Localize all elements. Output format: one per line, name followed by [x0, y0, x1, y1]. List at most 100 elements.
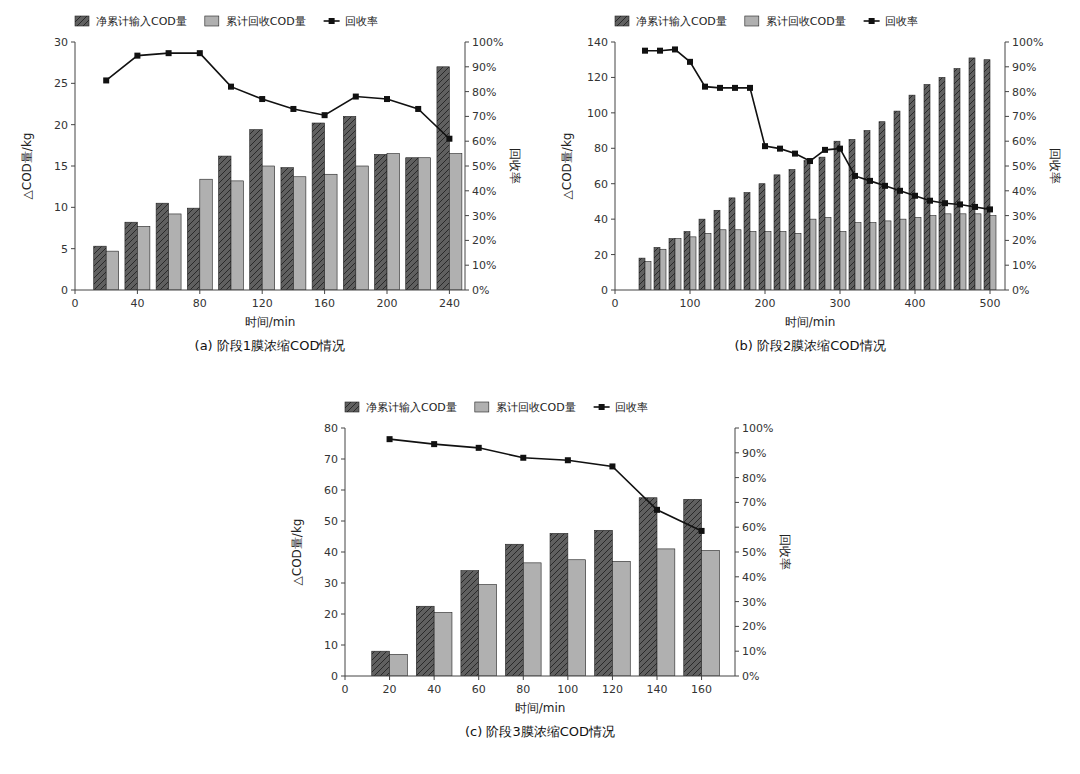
bar [156, 203, 168, 290]
line-marker [134, 53, 140, 59]
y2-tick-label: 70% [742, 496, 766, 509]
y-tick [341, 490, 345, 491]
plot-area [94, 50, 462, 290]
line [645, 49, 990, 209]
line-marker [387, 436, 393, 442]
x-tick [434, 676, 435, 680]
bar [795, 233, 801, 290]
bar [924, 85, 930, 290]
y-tick-label: 80 [324, 422, 338, 435]
line-marker [699, 528, 705, 534]
x-tick [345, 676, 346, 680]
x-tick-label: 100 [557, 683, 578, 696]
y-tick-label: 30 [54, 36, 68, 49]
bar [262, 166, 274, 290]
legend-item: 回收率 [324, 15, 378, 28]
line-series [642, 46, 993, 212]
y-tick-label: 120 [587, 71, 608, 84]
line-marker [942, 200, 948, 206]
bar [461, 571, 479, 676]
legend-swatch [475, 402, 489, 412]
line-marker [609, 463, 615, 469]
line-marker [972, 204, 978, 210]
y2-tick-label: 100% [742, 422, 773, 435]
y-tick-label: 15 [54, 160, 68, 173]
y2-tick-label: 30% [1012, 210, 1036, 223]
legend-label: 净累计输入COD量 [96, 15, 187, 28]
line-marker [384, 96, 390, 102]
bar [690, 237, 696, 290]
y2-tick [1005, 240, 1009, 241]
legend: 净累计输入COD量累计回收COD量回收率 [75, 15, 378, 28]
line-marker [717, 85, 723, 91]
legend-label: 回收率 [615, 401, 648, 414]
chart-root: 040801201602002400510152025300%10%20%30%… [0, 0, 1080, 774]
x-tick [387, 290, 388, 294]
line-marker [228, 84, 234, 90]
y2-tick [735, 552, 739, 553]
legend-item: 净累计输入COD量 [615, 15, 727, 28]
bar [765, 232, 771, 290]
bar [879, 122, 885, 290]
y2-tick-label: 50% [742, 546, 766, 559]
bar [840, 232, 846, 290]
y2-tick [735, 651, 739, 652]
line-marker [520, 455, 526, 461]
bar [720, 230, 726, 290]
y-tick-label: 30 [324, 577, 338, 590]
y2-tick-label: 80% [1012, 86, 1036, 99]
y-tick [341, 459, 345, 460]
y2-tick-label: 90% [1012, 61, 1036, 74]
y-tick-label: 100 [587, 107, 608, 120]
x-tick-label: 20 [383, 683, 397, 696]
x-tick-label: 400 [905, 297, 926, 310]
y-tick [71, 207, 75, 208]
y2-tick-label: 30% [742, 596, 766, 609]
y-tick [611, 148, 615, 149]
bar [231, 181, 243, 290]
bar [523, 563, 541, 676]
bar [900, 219, 906, 290]
line [390, 439, 702, 531]
y2-tick [735, 477, 739, 478]
x-tick-label: 120 [252, 297, 273, 310]
bar [960, 214, 966, 290]
y2-axis-label: 回收率 [508, 148, 522, 184]
x-tick-label: 500 [980, 297, 1001, 310]
y-tick [341, 614, 345, 615]
bar [984, 60, 990, 290]
line-marker [476, 445, 482, 451]
line-marker [912, 193, 918, 199]
x-tick [567, 676, 568, 680]
line-marker [852, 173, 858, 179]
bar [250, 130, 262, 290]
bar [759, 184, 765, 290]
line-series [387, 436, 705, 534]
y-tick [341, 676, 345, 677]
legend-item: 累计回收COD量 [745, 15, 846, 28]
line-marker [672, 46, 678, 52]
y2-tick-label: 20% [1012, 234, 1036, 247]
bar [612, 561, 630, 676]
bar [106, 251, 118, 290]
legend-swatch [345, 402, 359, 412]
x-tick [840, 290, 841, 294]
bar [894, 111, 900, 290]
y-tick-label: 40 [594, 213, 608, 226]
x-tick-label: 160 [314, 297, 335, 310]
x-tick [690, 290, 691, 294]
legend-item: 累计回收COD量 [475, 401, 576, 414]
bar [849, 139, 855, 290]
y2-tick [735, 527, 739, 528]
x-tick [478, 676, 479, 680]
y-tick-label: 50 [324, 515, 338, 528]
x-tick-label: 160 [691, 683, 712, 696]
y-tick [71, 248, 75, 249]
y2-tick [465, 215, 469, 216]
bar [990, 216, 996, 290]
y-tick-label: 0 [331, 670, 338, 683]
y-tick [611, 219, 615, 220]
y-tick-label: 140 [587, 36, 608, 49]
line-marker [762, 143, 768, 149]
y-tick [71, 124, 75, 125]
